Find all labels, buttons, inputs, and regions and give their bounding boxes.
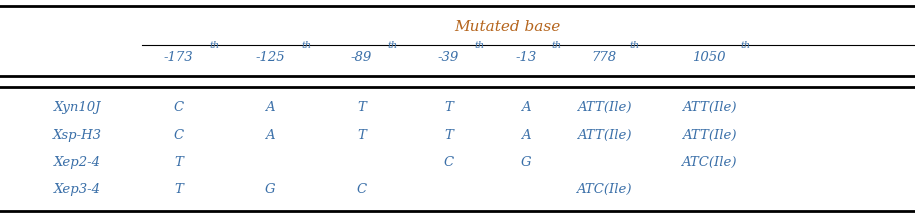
- Text: 778: 778: [591, 51, 617, 64]
- Text: T: T: [174, 156, 183, 169]
- Text: Mutated base: Mutated base: [455, 20, 561, 34]
- Text: ATT(Ile): ATT(Ile): [682, 129, 737, 142]
- Text: -173: -173: [164, 51, 193, 64]
- Text: th: th: [552, 41, 562, 50]
- Text: A: A: [522, 101, 531, 114]
- Text: C: C: [173, 101, 184, 114]
- Text: th: th: [301, 41, 311, 50]
- Text: Xep2-4: Xep2-4: [54, 156, 102, 169]
- Text: th: th: [630, 41, 640, 50]
- Text: G: G: [264, 183, 275, 196]
- Text: G: G: [521, 156, 532, 169]
- Text: ATC(Ile): ATC(Ile): [682, 156, 737, 169]
- Text: Xep3-4: Xep3-4: [54, 183, 102, 196]
- Text: ATC(Ile): ATC(Ile): [576, 183, 631, 196]
- Text: ATT(Ile): ATT(Ile): [576, 101, 631, 114]
- Text: T: T: [444, 101, 453, 114]
- Text: Xyn10J: Xyn10J: [54, 101, 102, 114]
- Text: th: th: [474, 41, 484, 50]
- Text: Xsp-H3: Xsp-H3: [53, 129, 102, 142]
- Text: th: th: [210, 41, 220, 50]
- Text: A: A: [265, 129, 274, 142]
- Text: A: A: [265, 101, 274, 114]
- Text: ATT(Ile): ATT(Ile): [576, 129, 631, 142]
- Text: C: C: [443, 156, 454, 169]
- Text: T: T: [174, 183, 183, 196]
- Text: -125: -125: [255, 51, 285, 64]
- Text: th: th: [387, 41, 397, 50]
- Text: C: C: [173, 129, 184, 142]
- Text: T: T: [357, 101, 366, 114]
- Text: T: T: [444, 129, 453, 142]
- Text: C: C: [356, 183, 367, 196]
- Text: -89: -89: [350, 51, 372, 64]
- Text: -39: -39: [437, 51, 459, 64]
- Text: -13: -13: [515, 51, 537, 64]
- Text: ATT(Ile): ATT(Ile): [682, 101, 737, 114]
- Text: th: th: [740, 41, 750, 50]
- Text: A: A: [522, 129, 531, 142]
- Text: 1050: 1050: [693, 51, 726, 64]
- Text: T: T: [357, 129, 366, 142]
